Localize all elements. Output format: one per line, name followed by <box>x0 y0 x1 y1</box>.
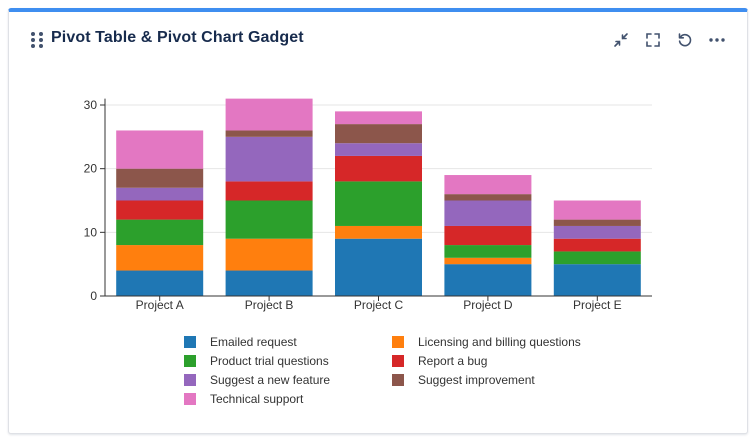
drag-handle-icon[interactable] <box>31 32 43 48</box>
y-tick-label: 0 <box>90 289 97 303</box>
bar-report-a-bug <box>553 238 641 252</box>
bar-suggest-a-new-feature <box>116 187 204 201</box>
bar-suggest-improvement <box>444 194 532 201</box>
bar-suggest-improvement <box>225 130 313 137</box>
refresh-icon <box>678 33 692 47</box>
bar-technical-support <box>335 111 422 125</box>
legend-swatch <box>184 393 196 405</box>
bar-product-trial-questions <box>116 219 204 246</box>
gadget-title: Pivot Table & Pivot Chart Gadget <box>51 29 304 46</box>
legend-label: Suggest improvement <box>418 373 535 387</box>
x-tick-label: Project A <box>136 298 184 312</box>
bar-product-trial-questions <box>225 200 313 239</box>
minimize-icon <box>614 33 628 47</box>
legend-label: Product trial questions <box>210 354 329 368</box>
bar-suggest-a-new-feature <box>225 136 313 182</box>
y-tick-label: 20 <box>84 162 98 176</box>
legend-swatch <box>392 355 404 367</box>
bar-emailed-request <box>444 264 532 296</box>
y-tick-label: 30 <box>84 98 98 112</box>
bar-suggest-a-new-feature <box>553 225 641 239</box>
gadget-header: Pivot Table & Pivot Chart Gadget <box>9 12 747 68</box>
bar-suggest-improvement <box>553 219 641 226</box>
y-tick-label: 10 <box>84 225 98 239</box>
legend-label: Report a bug <box>418 354 487 368</box>
legend-swatch <box>184 374 196 386</box>
legend-label: Technical support <box>210 392 304 406</box>
bar-product-trial-questions <box>553 251 641 265</box>
bar-report-a-bug <box>444 225 532 246</box>
refresh-button[interactable] <box>673 28 697 52</box>
x-tick-label: Project E <box>573 298 622 312</box>
legend-label: Suggest a new feature <box>210 373 330 387</box>
bar-suggest-a-new-feature <box>335 143 422 156</box>
bar-emailed-request <box>225 270 313 296</box>
bar-report-a-bug <box>335 155 422 182</box>
bar-technical-support <box>225 98 313 131</box>
bar-licensing-and-billing-questions <box>225 238 313 271</box>
more-icon <box>709 38 725 42</box>
bar-suggest-a-new-feature <box>444 200 532 226</box>
x-tick-label: Project B <box>245 298 294 312</box>
legend-swatch <box>392 374 404 386</box>
bar-report-a-bug <box>116 200 204 220</box>
bar-licensing-and-billing-questions <box>116 245 204 271</box>
maximize-button[interactable] <box>641 28 665 52</box>
legend-label: Emailed request <box>210 335 297 349</box>
bar-licensing-and-billing-questions <box>444 257 532 265</box>
x-tick-label: Project C <box>354 298 404 312</box>
minimize-button[interactable] <box>609 28 633 52</box>
bar-suggest-improvement <box>116 168 204 188</box>
bar-emailed-request <box>553 264 641 296</box>
bar-emailed-request <box>116 270 204 296</box>
gadget-actions <box>609 28 729 52</box>
bar-emailed-request <box>335 238 422 296</box>
bar-product-trial-questions <box>335 181 422 226</box>
bar-technical-support <box>116 130 204 169</box>
bar-product-trial-questions <box>444 245 532 258</box>
bar-report-a-bug <box>225 181 313 201</box>
maximize-icon <box>646 33 660 47</box>
legend-swatch <box>392 336 404 348</box>
bar-suggest-improvement <box>335 124 422 144</box>
bar-technical-support <box>444 175 532 195</box>
bar-technical-support <box>553 200 641 220</box>
more-actions-button[interactable] <box>705 28 729 52</box>
legend-label: Licensing and billing questions <box>418 335 581 349</box>
bar-licensing-and-billing-questions <box>335 225 422 239</box>
legend-swatch <box>184 336 196 348</box>
legend-swatch <box>184 355 196 367</box>
x-tick-label: Project D <box>463 298 513 312</box>
